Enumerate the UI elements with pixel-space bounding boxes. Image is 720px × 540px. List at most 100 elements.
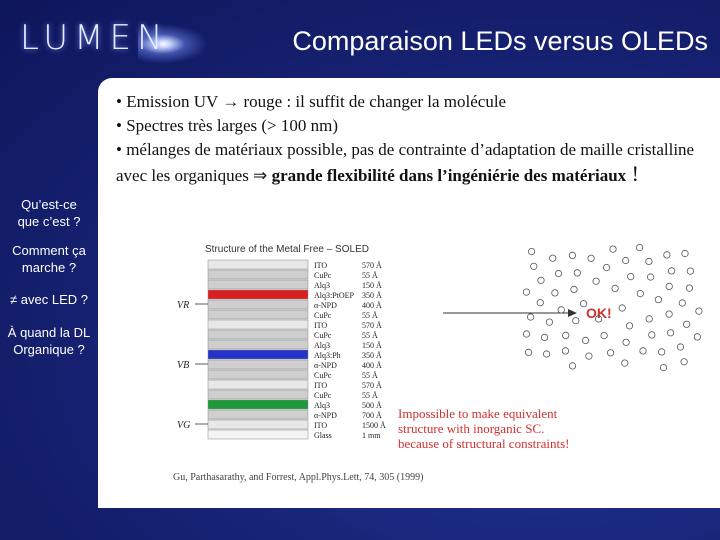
soled-structure-figure: Structure of the Metal Free – SOLED ITO 5… — [177, 244, 703, 451]
molecule-ring — [648, 331, 656, 339]
molecule-ring — [537, 276, 545, 284]
layer-thickness: 150 Å — [362, 281, 382, 290]
layer-9 — [207, 349, 309, 360]
layer-name: CuPc — [314, 311, 332, 320]
layer-1 — [207, 269, 309, 280]
molecule-ring — [611, 284, 619, 293]
voltage-label: VR — [177, 300, 189, 311]
layer-stack — [207, 259, 309, 440]
molecule-ring — [665, 310, 673, 318]
layer-name: Alq3 — [314, 281, 330, 290]
molecule-ring — [665, 282, 673, 291]
molecule-ring — [530, 262, 538, 270]
ok-arrowhead — [568, 309, 577, 317]
logo-glow — [138, 24, 208, 64]
layer-name: Alq3 — [314, 341, 330, 350]
layer-13 — [207, 389, 309, 400]
molecule-cluster — [522, 244, 703, 372]
layer-name: Alq3 — [314, 401, 330, 410]
bullet-melanges-bold: grande flexibilité dans l’ingéniérie des… — [271, 166, 627, 185]
layer-6 — [207, 319, 309, 330]
bullet-melanges: • mélanges de matériaux possible, pas de… — [116, 138, 706, 188]
molecule-ring — [681, 249, 689, 258]
layer-name: α-NPD — [314, 411, 337, 420]
layer-thickness: 1 mm — [362, 431, 381, 440]
bullet-melanges-text: • mélanges de matériaux possible, pas de… — [116, 140, 695, 185]
layer-thickness: 55 Å — [362, 371, 378, 380]
layer-8 — [207, 339, 309, 350]
layer-thickness: 400 Å — [362, 301, 382, 310]
molecule-ring — [524, 348, 533, 357]
lumen-logo: LUMEN — [20, 18, 210, 66]
molecule-ring — [549, 254, 557, 262]
layer-name: α-NPD — [314, 301, 337, 310]
layer-15 — [207, 409, 309, 420]
layer-14 — [207, 399, 309, 410]
molecule-ring — [585, 352, 593, 360]
molecule-ring — [592, 277, 600, 285]
layer-name: α-NPD — [314, 361, 337, 370]
voltage-label: VG — [177, 420, 190, 431]
nav-item-line: À quand la DL — [7, 325, 91, 340]
layer-name: CuPc — [314, 331, 332, 340]
molecule-ring — [676, 343, 685, 351]
molecule-ring — [587, 254, 595, 262]
layer-thickness: 55 Å — [362, 331, 378, 340]
layer-name: ITO — [314, 261, 327, 270]
molecule-ring — [562, 331, 570, 340]
molecule-ring — [526, 313, 535, 321]
nav-item-qu-est-ce[interactable]: Qu’est-ce que c’est ? — [0, 196, 98, 230]
layer-thickness: 570 Å — [362, 321, 382, 330]
molecule-ring — [686, 267, 695, 275]
figure-caption: Gu, Parthasarathy, and Forrest, Appl.Phy… — [173, 472, 424, 483]
molecule-ring — [568, 362, 577, 370]
note-line-3: because of structural constraints! — [398, 436, 569, 451]
molecule-ring — [594, 315, 603, 323]
layer-10 — [207, 359, 309, 370]
figure-title: Structure of the Metal Free – SOLED — [205, 244, 369, 255]
layer-thickness: 55 Å — [362, 311, 378, 320]
molecule-ring — [646, 273, 655, 281]
nav-item-comment-ca-marche[interactable]: Comment ça marche ? — [0, 242, 98, 276]
molecule-ring — [645, 315, 653, 323]
molecule-ring — [622, 256, 630, 265]
layer-2 — [207, 279, 309, 290]
layer-0 — [207, 259, 309, 270]
molecule-ring — [658, 348, 666, 356]
layer-thickness: 570 Å — [362, 261, 382, 270]
layer-3 — [207, 289, 309, 300]
nav-item-line: ≠ avec LED ? — [10, 292, 88, 307]
molecule-ring — [527, 248, 536, 256]
molecule-ring — [685, 284, 694, 292]
molecule-ring — [627, 272, 635, 281]
molecule-ring — [579, 300, 588, 308]
molecule-ring — [568, 251, 576, 259]
layer-name: ITO — [314, 421, 327, 430]
nav-item-avec-led[interactable]: ≠ avec LED ? — [0, 291, 98, 308]
molecule-ring — [572, 317, 580, 325]
molecule-ring — [695, 307, 703, 315]
slide-title: Comparaison LEDs versus OLEDs — [292, 26, 708, 56]
bullet-list: • Emission UV → rouge : il suffit de cha… — [116, 90, 706, 188]
layer-12 — [207, 379, 309, 390]
layer-name: Alq3:PtOEP — [314, 291, 355, 300]
molecule-ring — [666, 329, 675, 337]
layer-thickness: 55 Å — [362, 391, 378, 400]
layer-thickness: 350 Å — [362, 291, 382, 300]
layer-name: CuPc — [314, 391, 332, 400]
molecule-ring — [602, 263, 611, 272]
molecule-ring — [645, 257, 653, 265]
layer-thickness: 400 Å — [362, 361, 382, 370]
molecule-ring — [581, 336, 590, 345]
nav-item-line: Organique ? — [13, 342, 85, 357]
molecule-ring — [600, 332, 608, 340]
molecule-ring — [522, 288, 530, 296]
layer-thickness: 55 Å — [362, 271, 378, 280]
molecule-ring — [522, 330, 531, 338]
molecule-ring — [635, 244, 644, 252]
molecule-ring — [654, 296, 662, 304]
layer-16 — [207, 419, 309, 430]
nav-item-a-quand[interactable]: À quand la DL Organique ? — [0, 324, 98, 358]
molecule-ring — [621, 359, 629, 367]
layer-thickness: 1500 Å — [362, 421, 386, 430]
